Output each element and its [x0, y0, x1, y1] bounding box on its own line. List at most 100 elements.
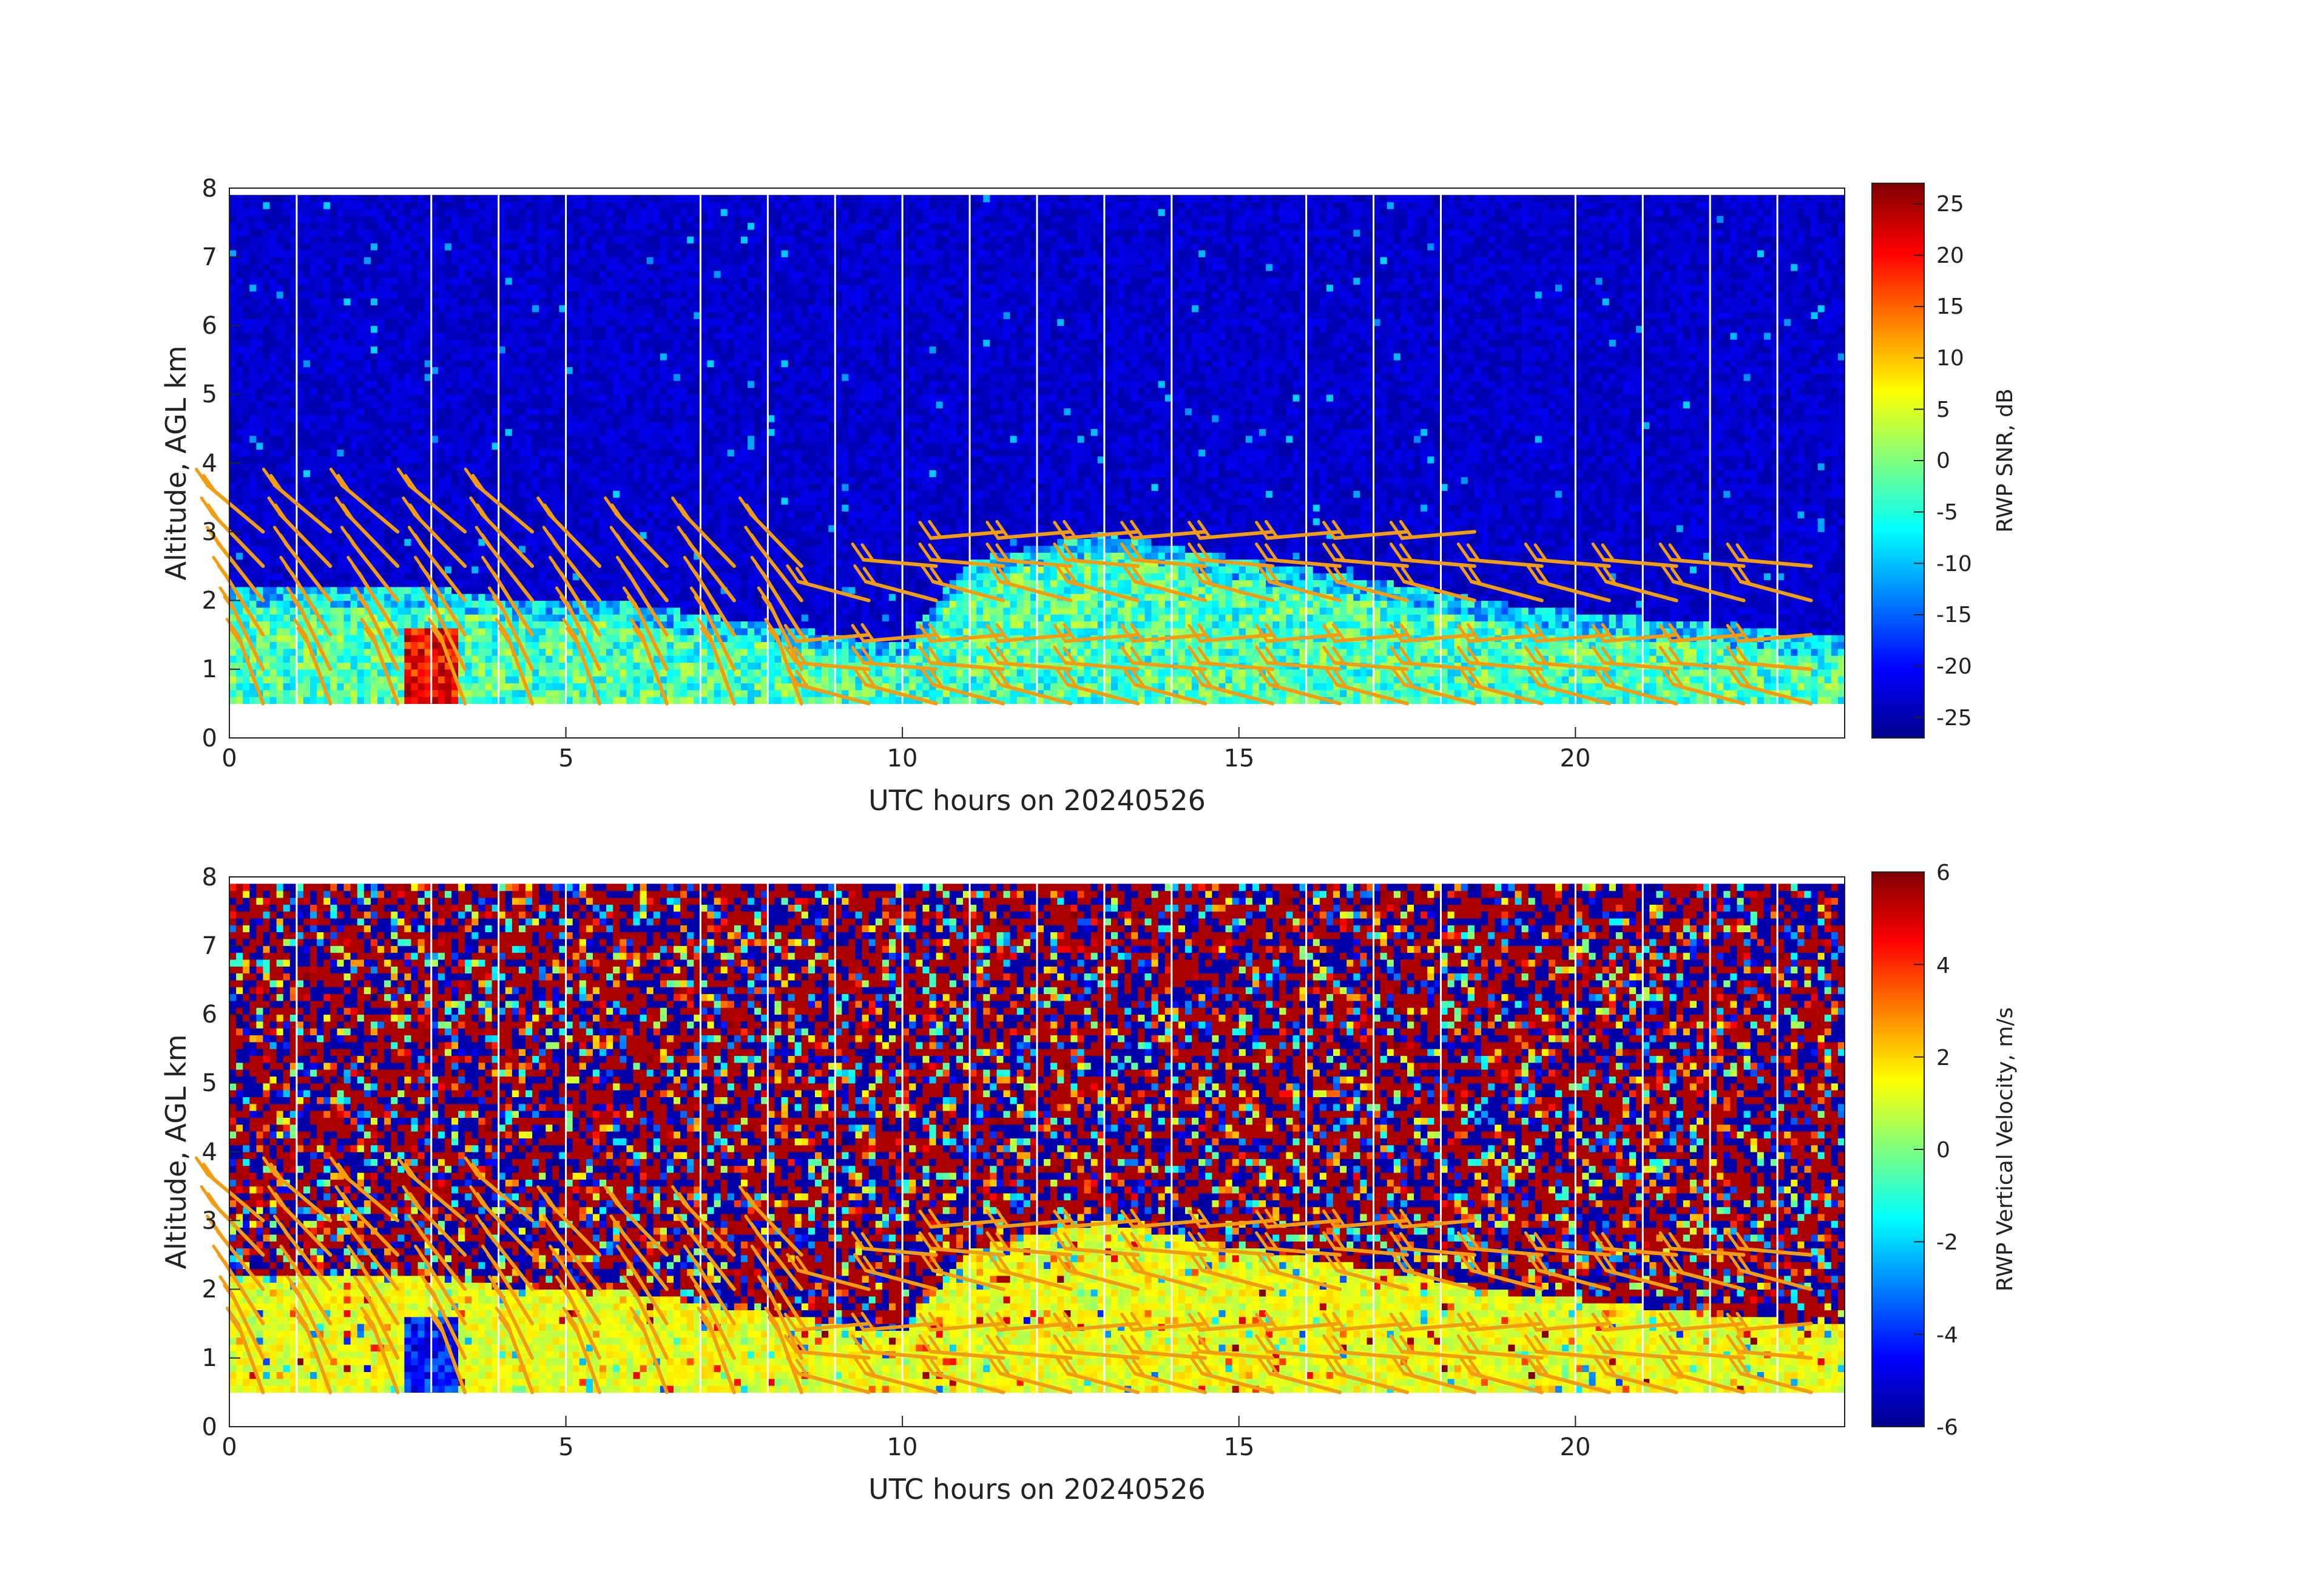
- snr-cell: [330, 202, 337, 209]
- snr-cell: [586, 436, 593, 443]
- snr-cell: [310, 504, 317, 512]
- snr-cell: [438, 394, 445, 402]
- snr-cell: [445, 394, 452, 402]
- snr-cell: [485, 312, 492, 319]
- snr-cell: [283, 621, 291, 628]
- snr-cell: [519, 353, 526, 360]
- snr-cell: [344, 662, 351, 669]
- snr-cell: [243, 394, 250, 402]
- snr-cell: [411, 401, 418, 408]
- snr-cell: [499, 593, 506, 601]
- snr-cell: [451, 498, 459, 505]
- snr-cell: [317, 305, 324, 313]
- snr-cell: [310, 422, 317, 429]
- snr-cell: [371, 215, 378, 223]
- snr-cell: [317, 573, 324, 580]
- snr-cell: [357, 683, 365, 690]
- snr-cell: [512, 490, 519, 498]
- snr-cell: [586, 215, 593, 223]
- snr-cell: [277, 601, 284, 608]
- snr-cell: [505, 195, 513, 202]
- snr-cell: [512, 477, 519, 484]
- snr-cell: [573, 264, 580, 271]
- snr-cell: [519, 236, 526, 243]
- snr-cell: [566, 649, 573, 656]
- snr-cell: [384, 264, 391, 271]
- snr-cell: [499, 641, 506, 649]
- snr-cell: [499, 333, 506, 340]
- snr-cell: [485, 271, 492, 278]
- snr-cell: [337, 449, 344, 456]
- snr-cell: [229, 339, 237, 347]
- snr-cell: [351, 442, 358, 450]
- snr-cell: [579, 264, 587, 271]
- snr-cell: [600, 285, 607, 292]
- snr-cell: [626, 463, 633, 470]
- snr-cell: [519, 298, 526, 305]
- snr-cell: [552, 436, 559, 443]
- snr-cell: [377, 525, 385, 532]
- snr-cell: [283, 257, 291, 264]
- snr-cell: [438, 339, 445, 347]
- snr-cell: [438, 415, 445, 422]
- snr-cell: [485, 428, 492, 436]
- snr-cell: [586, 408, 593, 415]
- snr-cell: [471, 532, 479, 539]
- snr-cell: [445, 442, 452, 450]
- snr-cell: [330, 312, 337, 319]
- snr-cell: [438, 676, 445, 683]
- snr-cell: [397, 415, 405, 422]
- snr-cell: [552, 662, 559, 669]
- snr-cell: [471, 697, 479, 704]
- snr-cell: [485, 601, 492, 608]
- snr-cell: [256, 250, 263, 257]
- snr-cell: [613, 614, 620, 621]
- snr-cell: [505, 683, 513, 690]
- snr-cell: [270, 566, 277, 573]
- snr-cell: [552, 312, 559, 319]
- snr-cell: [525, 360, 533, 367]
- snr-cell: [478, 360, 485, 367]
- snr-cell: [270, 202, 277, 209]
- snr-cell: [606, 463, 613, 470]
- snr-cell: [344, 319, 351, 326]
- snr-cell: [573, 333, 580, 340]
- snr-cell: [606, 374, 613, 381]
- snr-cell: [431, 484, 439, 491]
- snr-cell: [471, 573, 479, 580]
- snr-cell: [566, 655, 573, 663]
- snr-cell: [283, 285, 291, 292]
- snr-cell: [546, 546, 553, 553]
- snr-cell: [539, 683, 546, 690]
- snr-cell: [229, 422, 237, 429]
- snr-cell: [303, 490, 311, 498]
- snr-cell: [229, 326, 237, 333]
- snr-cell: [323, 209, 331, 216]
- snr-cell: [323, 195, 331, 202]
- snr-cell: [344, 353, 351, 360]
- snr-cell: [297, 360, 304, 367]
- snr-cell: [451, 380, 459, 388]
- snr-cell: [297, 662, 304, 669]
- snr-cell: [317, 353, 324, 360]
- snr-cell: [418, 333, 425, 340]
- snr-cell: [404, 243, 411, 251]
- snr-cell: [270, 394, 277, 402]
- snr-cell: [337, 422, 344, 429]
- snr-cell: [418, 484, 425, 491]
- snr-cell: [579, 305, 587, 313]
- snr-cell: [303, 360, 311, 367]
- snr-cell: [404, 641, 411, 649]
- snr-cell: [297, 305, 304, 313]
- snr-cell: [546, 463, 553, 470]
- snr-cell: [397, 580, 405, 587]
- snr-cell: [377, 298, 385, 305]
- snr-cell: [505, 525, 513, 532]
- snr-cell: [606, 243, 613, 251]
- snr-cell: [633, 655, 641, 663]
- snr-cell: [552, 422, 559, 429]
- snr-cell: [236, 394, 243, 402]
- snr-cell: [485, 573, 492, 580]
- snr-cell: [438, 346, 445, 353]
- snr-cell: [600, 202, 607, 209]
